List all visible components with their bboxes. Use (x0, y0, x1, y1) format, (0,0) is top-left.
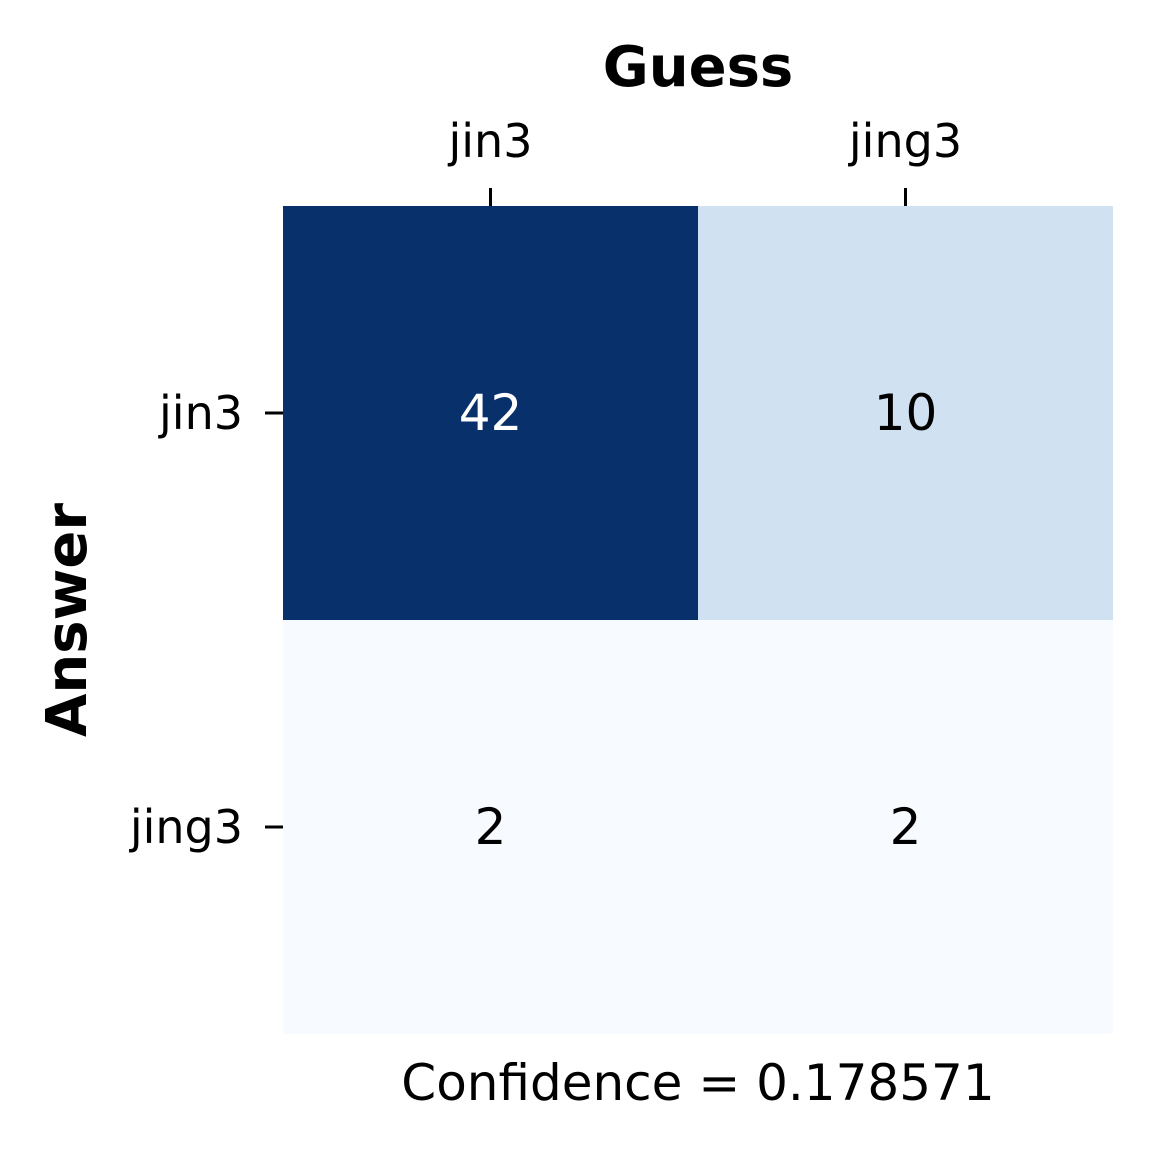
y-tick-label: jin3 (158, 386, 243, 440)
heatmap-cell-r0-c1 (698, 206, 1113, 620)
chart-title: Guess (603, 35, 793, 100)
heatmap-cell-r1-c1 (698, 620, 1113, 1034)
y-tick-label: jing3 (129, 800, 243, 854)
x-tick-label: jing3 (848, 114, 962, 168)
heatmap-cell-r0-c0 (283, 206, 698, 620)
y-axis-ticks: jin3 jing3 (129, 386, 283, 854)
x-axis-ticks: jin3 jing3 (448, 114, 962, 206)
x-tick-label: jin3 (448, 114, 533, 168)
heatmap-cells: 42 10 2 2 (283, 206, 1113, 1034)
confidence-annotation: Confidence = 0.178571 (401, 1054, 994, 1112)
cell-value-r1-c0: 2 (475, 798, 507, 856)
y-axis-label: Answer (35, 503, 100, 737)
heatmap-cell-r1-c0 (283, 620, 698, 1034)
cell-value-r0-c1: 10 (874, 384, 938, 442)
cell-value-r0-c0: 42 (459, 384, 523, 442)
cell-value-r1-c1: 2 (890, 798, 922, 856)
